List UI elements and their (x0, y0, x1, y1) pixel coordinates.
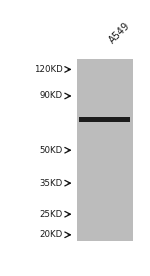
Text: 90KD: 90KD (40, 91, 63, 100)
Text: A549: A549 (107, 21, 132, 46)
Text: 25KD: 25KD (40, 210, 63, 219)
Bar (79, 117, 130, 121)
Text: 50KD: 50KD (40, 146, 63, 155)
Text: 120KD: 120KD (34, 65, 63, 74)
Text: 35KD: 35KD (40, 179, 63, 188)
Bar (77, 59, 133, 242)
Text: 20KD: 20KD (40, 230, 63, 239)
